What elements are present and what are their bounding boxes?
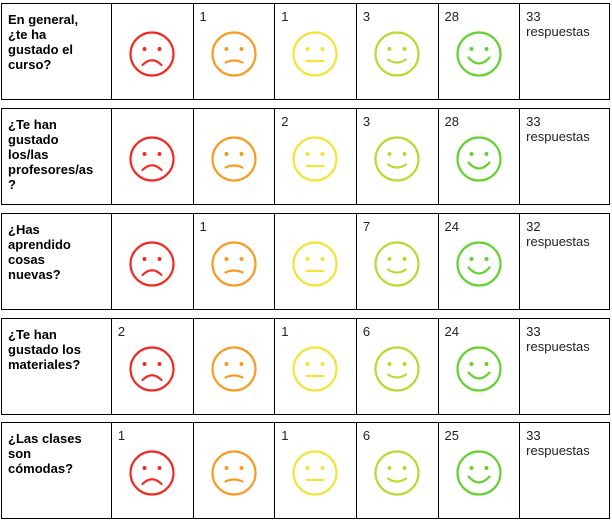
rating-cell-very-happy: 24 (437, 213, 521, 310)
very-sad-face-icon (128, 240, 176, 288)
happy-face-icon (373, 30, 421, 78)
rating-count: 24 (444, 324, 459, 339)
rating-cell-neutral (274, 213, 357, 310)
question-cell: ¿Te han gustado los/las profesores/as ? (1, 108, 112, 205)
rating-count: 3 (362, 114, 371, 129)
rating-count: 24 (444, 219, 459, 234)
rating-cell-happy: 6 (355, 318, 439, 415)
happy-face-icon (373, 345, 421, 393)
question-cell: ¿Has aprendido cosas nuevas? (1, 213, 112, 310)
rating-cell-unhappy: 1 (192, 213, 276, 310)
question-text: ¿Has aprendido cosas nuevas? (8, 222, 71, 282)
rating-count: 6 (362, 324, 371, 339)
rating-count: 28 (444, 114, 459, 129)
happy-face-icon (373, 449, 421, 497)
very-happy-face-icon (455, 240, 503, 288)
rating-cell-very-unhappy (110, 108, 194, 205)
rating-cell-very-unhappy (110, 3, 194, 100)
rating-cell-unhappy (192, 318, 276, 415)
neutral-face-icon (291, 30, 339, 78)
rating-count: 7 (362, 219, 371, 234)
question-cell: ¿Te han gustado los materiales? (1, 318, 112, 415)
rating-cell-happy: 7 (355, 213, 439, 310)
rating-count: 1 (199, 9, 207, 24)
rating-cell-unhappy (192, 108, 276, 205)
question-text: En general, ¿te ha gustado el curso? (8, 12, 79, 72)
question-text: ¿Te han gustado los materiales? (8, 327, 81, 372)
rating-cell-very-unhappy: 2 (110, 318, 194, 415)
question-row-general: En general, ¿te ha gustado el curso? 1 1… (1, 3, 610, 100)
rating-count: 2 (117, 324, 126, 339)
very-sad-face-icon (128, 30, 176, 78)
total-responses-cell: 33 respuestas (519, 422, 610, 519)
sad-face-icon (210, 449, 258, 497)
very-happy-face-icon (455, 449, 503, 497)
neutral-face-icon (291, 240, 339, 288)
rating-count: 1 (281, 324, 289, 339)
neutral-face-icon (291, 449, 339, 497)
total-responses: 32 respuestas (526, 219, 590, 249)
sad-face-icon (210, 30, 258, 78)
sad-face-icon (210, 345, 258, 393)
total-responses-cell: 33 respuestas (519, 3, 610, 100)
total-responses: 33 respuestas (526, 428, 590, 458)
rating-cell-very-unhappy: 1 (110, 422, 194, 519)
total-responses: 33 respuestas (526, 9, 590, 39)
happy-face-icon (373, 135, 421, 183)
question-row-classes: ¿Las clases son cómodas? 1 1 6 25 33 res… (1, 422, 610, 519)
very-happy-face-icon (455, 30, 503, 78)
very-happy-face-icon (455, 135, 503, 183)
rating-cell-neutral: 1 (274, 318, 357, 415)
question-row-teachers: ¿Te han gustado los/las profesores/as ? … (1, 108, 610, 205)
question-text: ¿Las clases son cómodas? (8, 431, 82, 476)
question-cell: ¿Las clases son cómodas? (1, 422, 112, 519)
rating-cell-happy: 3 (355, 3, 439, 100)
rating-cell-very-happy: 24 (437, 318, 521, 415)
sad-face-icon (210, 240, 258, 288)
total-responses-cell: 33 respuestas (519, 108, 610, 205)
rating-cell-very-unhappy (110, 213, 194, 310)
rating-cell-neutral: 1 (274, 422, 357, 519)
rating-cell-happy: 3 (355, 108, 439, 205)
rating-cell-neutral: 2 (274, 108, 357, 205)
rating-count: 1 (117, 428, 126, 443)
sad-face-icon (210, 135, 258, 183)
rating-count: 6 (362, 428, 371, 443)
very-happy-face-icon (455, 345, 503, 393)
very-sad-face-icon (128, 135, 176, 183)
happy-face-icon (373, 240, 421, 288)
rating-cell-happy: 6 (355, 422, 439, 519)
question-text: ¿Te han gustado los/las profesores/as ? (8, 117, 94, 192)
rating-cell-very-happy: 28 (437, 108, 521, 205)
total-responses-cell: 32 respuestas (519, 213, 610, 310)
question-row-materials: ¿Te han gustado los materiales? 2 1 6 24… (1, 318, 610, 415)
rating-count: 25 (444, 428, 459, 443)
rating-count: 1 (199, 219, 207, 234)
neutral-face-icon (291, 345, 339, 393)
rating-cell-unhappy: 1 (192, 3, 276, 100)
rating-count: 1 (281, 9, 289, 24)
total-responses: 33 respuestas (526, 324, 590, 354)
rating-count: 2 (281, 114, 289, 129)
very-sad-face-icon (128, 345, 176, 393)
rating-cell-very-happy: 28 (437, 3, 521, 100)
rating-count: 28 (444, 9, 459, 24)
rating-cell-neutral: 1 (274, 3, 357, 100)
question-cell: En general, ¿te ha gustado el curso? (1, 3, 112, 100)
rating-cell-very-happy: 25 (437, 422, 521, 519)
rating-count: 3 (362, 9, 371, 24)
question-row-learned: ¿Has aprendido cosas nuevas? 1 7 24 32 r… (1, 213, 610, 310)
very-sad-face-icon (128, 449, 176, 497)
rating-count: 1 (281, 428, 289, 443)
rating-cell-unhappy (192, 422, 276, 519)
total-responses: 33 respuestas (526, 114, 590, 144)
total-responses-cell: 33 respuestas (519, 318, 610, 415)
neutral-face-icon (291, 135, 339, 183)
